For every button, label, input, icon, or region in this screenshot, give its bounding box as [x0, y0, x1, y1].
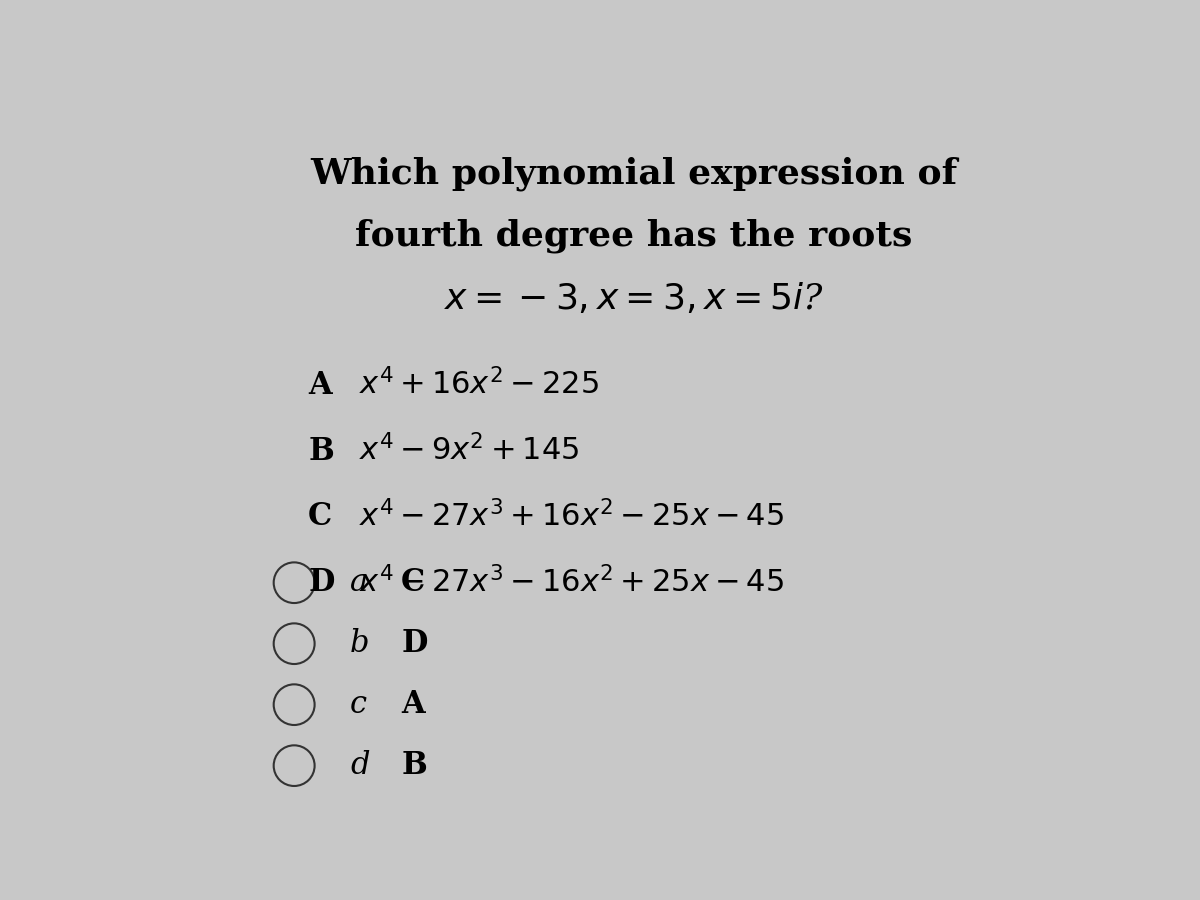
Text: $x^4-27x^3-16x^2+25x-45$: $x^4-27x^3-16x^2+25x-45$ [359, 566, 784, 599]
Text: B: B [308, 436, 334, 466]
Text: $x^4+16x^2-225$: $x^4+16x^2-225$ [359, 369, 599, 401]
Text: $x^4-27x^3+16x^2-25x-45$: $x^4-27x^3+16x^2-25x-45$ [359, 500, 784, 533]
Text: D: D [308, 567, 335, 598]
Text: A: A [308, 370, 331, 400]
Text: b: b [350, 628, 370, 659]
Text: C: C [308, 501, 332, 533]
Text: d: d [350, 751, 370, 781]
Text: A: A [401, 689, 425, 720]
Text: c: c [350, 689, 367, 720]
Text: $x=-3,x=3,x=5i$?: $x=-3,x=3,x=5i$? [444, 281, 823, 316]
Text: Which polynomial expression of: Which polynomial expression of [310, 157, 958, 191]
Text: B: B [401, 751, 427, 781]
Text: fourth degree has the roots: fourth degree has the roots [355, 219, 912, 254]
Text: D: D [401, 628, 427, 659]
Text: a: a [350, 567, 368, 598]
Text: $x^4-9x^2+145$: $x^4-9x^2+145$ [359, 435, 580, 467]
Text: C: C [401, 567, 425, 598]
